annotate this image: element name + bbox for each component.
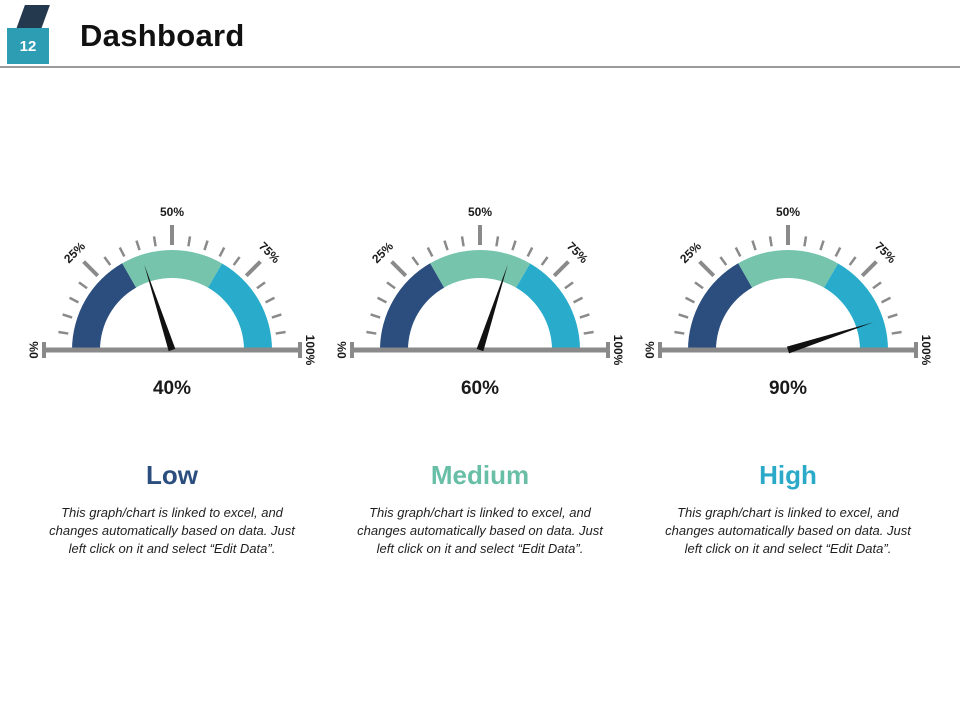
svg-text:100%: 100%: [919, 335, 933, 366]
gauge-chart: 0%25%50%75%100%: [27, 205, 317, 366]
svg-text:100%: 100%: [303, 335, 317, 366]
gauge-heading: High: [759, 460, 817, 490]
svg-text:50%: 50%: [776, 205, 800, 219]
gauge-heading: Medium: [430, 460, 530, 490]
gauges-row: 0% 25% 50% 75% 100% 40% Low This graph/chart…: [0, 200, 960, 558]
gauge-panel-medium: 0% 25% 50% 75% 100% 60% Medium This graph/ch…: [330, 200, 630, 558]
gauge-chart: 0%25%50%75%100%: [643, 205, 933, 366]
slide-header: 12 Dashboard: [0, 0, 960, 68]
gauge-caption: This graph/chart is linked to excel, and…: [665, 505, 911, 556]
svg-text:0%: 0%: [643, 341, 657, 359]
page-title: Dashboard: [80, 18, 245, 53]
svg-text:50%: 50%: [160, 205, 184, 219]
gauge-caption: This graph/chart is linked to excel, and…: [357, 505, 603, 556]
gauge-panel-low: 0% 25% 50% 75% 100% 40% Low This graph/chart…: [22, 200, 322, 558]
gauge-caption: This graph/chart is linked to excel, and…: [49, 505, 295, 556]
slide-number-badge: 12: [7, 28, 49, 64]
svg-text:0%: 0%: [335, 341, 349, 359]
gauge-heading: Low: [146, 460, 198, 490]
gauge-value: 60%: [460, 378, 500, 399]
svg-text:100%: 100%: [611, 335, 625, 366]
gauge-chart: 0%25%50%75%100%: [335, 205, 625, 366]
svg-text:50%: 50%: [468, 205, 492, 219]
gauge-value: 40%: [152, 378, 192, 399]
header-divider: [0, 66, 960, 68]
gauge-panel-high: 0% 25% 50% 75% 100% 90% High This graph/char…: [638, 200, 938, 558]
gauge-value: 90%: [768, 378, 808, 399]
svg-text:0%: 0%: [27, 341, 41, 359]
